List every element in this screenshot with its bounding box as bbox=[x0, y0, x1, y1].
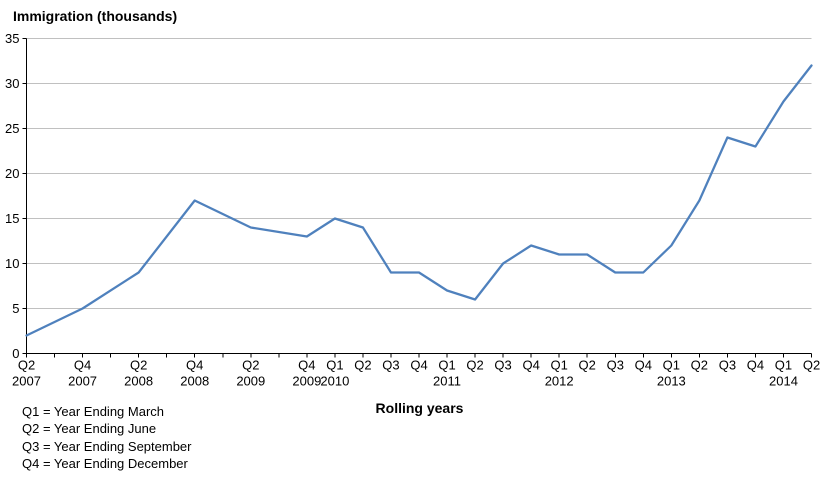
axis-tick-label: 2013 bbox=[657, 374, 686, 389]
axis-tick-label: Q4 bbox=[635, 358, 652, 373]
axis-tick-label: 2009 bbox=[236, 374, 265, 389]
axis-tick-label: Q1 bbox=[551, 358, 568, 373]
axis-tick-label: Q4 bbox=[747, 358, 764, 373]
axis-tick-label: Q1 bbox=[663, 358, 680, 373]
axis-tick-label: Q1 bbox=[775, 358, 792, 373]
axis-tick-label: 2009 bbox=[292, 374, 321, 389]
axis-tick-label: 5 bbox=[12, 301, 19, 316]
axis-tick-label: 2007 bbox=[68, 374, 97, 389]
axis-tick-label: 35 bbox=[5, 31, 19, 46]
footnote-q3: Q3 = Year Ending September bbox=[22, 438, 192, 454]
axis-tick-label: Q4 bbox=[522, 358, 539, 373]
axis-tick-label: 2008 bbox=[124, 374, 153, 389]
axis-tick-label: Q3 bbox=[607, 358, 624, 373]
axis-tick-label: Q3 bbox=[382, 358, 399, 373]
axis-tick-label: Q2 bbox=[354, 358, 371, 373]
axis-tick-label: 2008 bbox=[180, 374, 209, 389]
axis-tick-label: Q4 bbox=[186, 358, 203, 373]
axis-tick-label: 2011 bbox=[433, 374, 461, 389]
chart-title: Immigration (thousands) bbox=[13, 8, 178, 24]
x-axis-title: Rolling years bbox=[375, 400, 464, 416]
axis-tick-label: Q3 bbox=[719, 358, 736, 373]
footnote-q1: Q1 = Year Ending March bbox=[22, 404, 165, 419]
axis-tick-label: 2007 bbox=[12, 374, 41, 389]
axis-tick-label: Q2 bbox=[18, 358, 35, 373]
axis-tick-label: Q1 bbox=[438, 358, 455, 373]
axis-tick-label: Q2 bbox=[691, 358, 708, 373]
axis-tick-label: Q1 bbox=[326, 358, 343, 373]
axis-tick-label: Q2 bbox=[579, 358, 596, 373]
axis-tick-label: 10 bbox=[5, 256, 19, 271]
axis-tick-label: 20 bbox=[5, 166, 19, 181]
axis-tick-label: Q3 bbox=[494, 358, 511, 373]
axis-tick-label: Q4 bbox=[74, 358, 91, 373]
footnote-q2: Q2 = Year Ending June bbox=[22, 421, 157, 437]
axis-tick-label: Q2 bbox=[466, 358, 483, 373]
axis-tick-label: Q2 bbox=[130, 358, 147, 373]
axis-tick-label: 25 bbox=[5, 121, 19, 136]
axis-tick-label: 15 bbox=[5, 211, 19, 226]
quarter-key: Q1 = Year Ending March Q2 = Year Ending … bbox=[22, 403, 191, 473]
axis-tick-label: 2010 bbox=[320, 374, 349, 389]
axis-tick-label: 2014 bbox=[769, 374, 798, 389]
immigration-series-line bbox=[25, 64, 813, 337]
footnote-q4: Q4 = Year Ending December bbox=[22, 456, 188, 472]
axis-tick-label: 2012 bbox=[545, 374, 574, 389]
axis-tick-label: Q2 bbox=[242, 358, 259, 373]
axis-tick-label: 30 bbox=[5, 76, 19, 91]
axis-tick-label: Q4 bbox=[298, 358, 315, 373]
axis-tick-label: Q2 bbox=[803, 358, 820, 373]
axis-tick-label: Q4 bbox=[410, 358, 427, 373]
axis-tick-label: 0 bbox=[12, 346, 19, 361]
